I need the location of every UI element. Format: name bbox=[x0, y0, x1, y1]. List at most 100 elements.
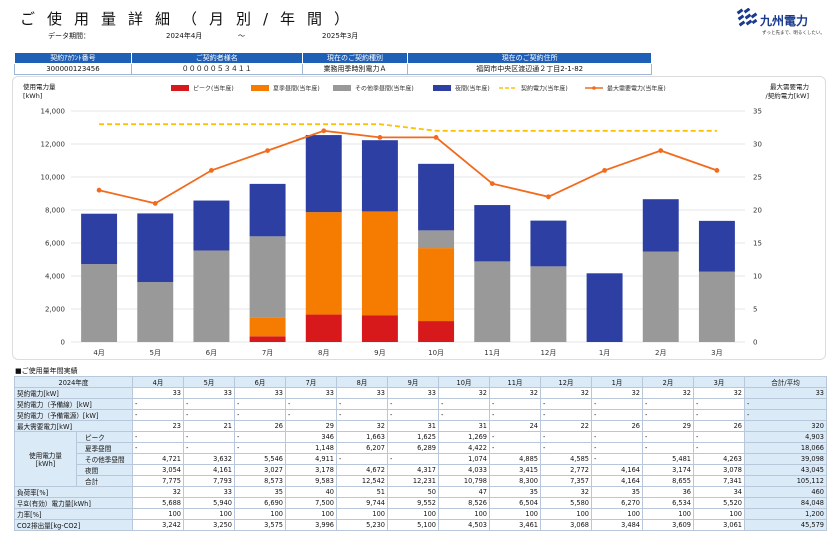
table-cell: 33 bbox=[285, 387, 337, 399]
table-cell: - bbox=[387, 398, 439, 410]
y-left-tick-label: 4,000 bbox=[45, 273, 65, 281]
y-right-tick-label: 15 bbox=[753, 240, 762, 248]
table-cell: 12,542 bbox=[336, 475, 388, 487]
table-cell: - bbox=[438, 398, 490, 410]
info-value-row: 300000123456 ０００００５３４１１ 業務用季時別電力Ａ 福岡市中央区… bbox=[14, 63, 652, 75]
table-row: その他季昼間 4,721 3,632 5,546 4,911- -1,074 4,885 4,… bbox=[15, 453, 827, 465]
max-demand-point bbox=[489, 181, 495, 186]
table-row: 最大需要電力[kW] 23 21 26 29 32 31 31 24 22 26 29 26 320 bbox=[14, 420, 827, 432]
table-cell: 35 bbox=[489, 486, 541, 498]
usage-group-label: 使用電力量 [kWh] bbox=[14, 431, 77, 487]
max-demand-point bbox=[714, 168, 720, 173]
table-cell: - bbox=[540, 398, 592, 410]
table-cell: 3,575 bbox=[234, 519, 286, 531]
bar-segment bbox=[81, 264, 118, 342]
table-cell: 32 bbox=[693, 387, 745, 399]
y-left-axis-label: [kWh] bbox=[23, 92, 42, 100]
month-header: 7月 bbox=[285, 376, 337, 388]
x-tick-label: 3月 bbox=[711, 349, 722, 357]
month-header: 11月 bbox=[489, 376, 541, 388]
table-cell: 6,270 bbox=[591, 497, 643, 509]
info-contract-type: 業務用季時別電力Ａ bbox=[301, 63, 409, 75]
y-right-tick-label: 35 bbox=[753, 108, 762, 116]
period-end: 2025年3月 bbox=[322, 32, 359, 40]
table-cell: - bbox=[336, 453, 388, 465]
table-cell: - bbox=[540, 442, 592, 454]
row-total: 33 bbox=[744, 387, 827, 399]
table-cell: - bbox=[693, 398, 745, 410]
table-cell: 8,655 bbox=[642, 475, 694, 487]
bar-segment bbox=[137, 282, 174, 342]
kyushu-logo-icon bbox=[736, 8, 758, 27]
table-cell: - bbox=[234, 431, 286, 443]
legend-marker bbox=[592, 86, 596, 90]
table-cell: - bbox=[183, 442, 235, 454]
table-cell: 8,573 bbox=[234, 475, 286, 487]
table-cell: - bbox=[591, 398, 643, 410]
table-cell: - bbox=[336, 409, 388, 421]
y-left-tick-label: 8,000 bbox=[45, 207, 65, 215]
bar-segment bbox=[361, 140, 398, 212]
table-cell: 35 bbox=[234, 486, 286, 498]
table-cell: 6,690 bbox=[234, 497, 286, 509]
bar-segment bbox=[249, 183, 286, 237]
table-cell: 4,164 bbox=[591, 475, 643, 487]
row-total: 105,112 bbox=[744, 475, 827, 487]
table-row: 負荷率[%] 32 33 35 40 51 50 47 35 32 35 36 34 460 bbox=[14, 486, 827, 498]
table-cell: 8,300 bbox=[489, 475, 541, 487]
bar-segment bbox=[249, 336, 286, 342]
row-label: 契約電力（予備電源）[kW] bbox=[14, 409, 133, 421]
legend-label: 夏季昼間(当年度) bbox=[273, 85, 320, 93]
legend-swatch bbox=[333, 85, 351, 91]
month-header: 10月 bbox=[438, 376, 490, 388]
month-header: 12月 bbox=[540, 376, 592, 388]
table-cell: 26 bbox=[591, 420, 643, 432]
legend-label: その他季昼間(当年度) bbox=[355, 85, 414, 93]
table-row: CO2排出量[kg-CO2] 3,242 3,250 3,575 3,996 5,230 5… bbox=[14, 519, 827, 531]
table-cell: 6,534 bbox=[642, 497, 694, 509]
legend-label: ピーク(当年度) bbox=[193, 85, 234, 93]
table-cell: 3,461 bbox=[489, 519, 541, 531]
table-cell: 32 bbox=[489, 387, 541, 399]
table-cell: 4,161 bbox=[183, 464, 235, 476]
y-right-tick-label: 25 bbox=[753, 174, 762, 182]
month-header: 3月 bbox=[693, 376, 745, 388]
info-customer-name: ０００００５３４１１ bbox=[130, 63, 303, 75]
row-label: CO2排出量[kg-CO2] bbox=[14, 519, 133, 531]
row-label: 負荷率[%] bbox=[14, 486, 133, 498]
row-label: 力率[%] bbox=[14, 508, 133, 520]
month-header: 1月 bbox=[591, 376, 643, 388]
table-row: 契約電力（予備線）[kW] - - - - - - - - - - - - - bbox=[14, 398, 827, 410]
table-cell: 34 bbox=[693, 486, 745, 498]
table-cell: 6,289 bbox=[387, 442, 439, 454]
y-left-tick-label: 0 bbox=[61, 339, 65, 347]
table-cell: - bbox=[642, 431, 694, 443]
info-account-number: 300000123456 bbox=[14, 63, 132, 75]
table-cell: 32 bbox=[540, 486, 592, 498]
row-label: その他季昼間 bbox=[76, 453, 133, 465]
info-header-address: 現在のご契約住所 bbox=[407, 52, 652, 64]
table-cell: 4,672 bbox=[336, 464, 388, 476]
row-total: 43,045 bbox=[744, 464, 827, 476]
logo-name: 九州電力 bbox=[760, 14, 809, 28]
bar-segment bbox=[361, 211, 398, 316]
bar-segment bbox=[193, 250, 230, 342]
table-cell: 3,174 bbox=[642, 464, 694, 476]
table-cell: 7,500 bbox=[285, 497, 337, 509]
table-cell: 100 bbox=[132, 508, 184, 520]
row-total: 39,098 bbox=[744, 453, 827, 465]
table-cell: 31 bbox=[387, 420, 439, 432]
info-address: 福岡市中央区渡辺通２丁目2-1-82 bbox=[407, 63, 652, 75]
table-cell: 3,242 bbox=[132, 519, 184, 531]
legend-swatch bbox=[433, 85, 451, 91]
bar-segment bbox=[698, 220, 735, 272]
table-cell: 3,415 bbox=[489, 464, 541, 476]
table-cell: - bbox=[183, 398, 235, 410]
table-cell: 35 bbox=[591, 486, 643, 498]
table-cell: 22 bbox=[540, 420, 592, 432]
table-cell: 5,580 bbox=[540, 497, 592, 509]
bar-segment bbox=[81, 213, 118, 265]
x-tick-label: 7月 bbox=[262, 349, 273, 357]
contract-power-line bbox=[99, 123, 717, 132]
table-cell: 21 bbox=[183, 420, 235, 432]
